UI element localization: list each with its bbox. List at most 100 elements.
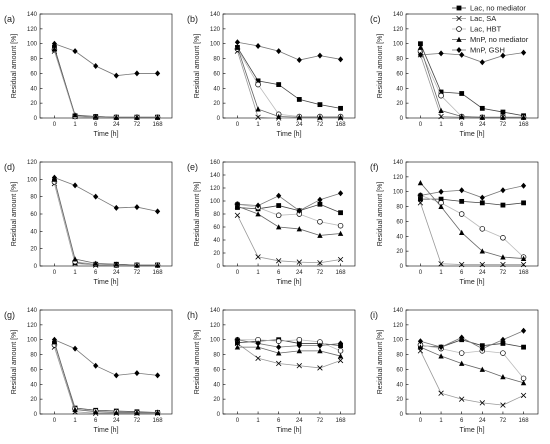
panel-c: 0 20 40 60 80 100 120 140 0 1 6 24 72 168 Time [h] Resi… [370,12,539,138]
x-tick-label: 6 [94,418,98,424]
series-lac-sa-marker [500,261,506,268]
series-lac-sa-marker [317,365,323,371]
series-mnp-gsh-marker [438,344,444,351]
series-mnp-gsh-marker [255,340,261,347]
series-lac-no-mediator-marker [438,89,444,95]
plot-frame [405,13,539,119]
x-axis-label: Time [h] [93,427,118,434]
series-mnp-gsh-marker [154,70,161,77]
series-mnp-gsh [51,174,161,215]
series-mnp-no-mediator-marker [154,114,161,120]
y-tick-label: 20 [213,101,220,107]
series-mnp-no-mediator-marker [51,46,58,52]
x-tick-label: 0 [236,418,240,424]
y-axis-label: Residual amount [%] [11,34,18,99]
x-tick-label: 1 [439,418,443,424]
x-axis-label: Time [h] [93,279,118,286]
panel-d: 0 20 40 60 80 100 120 0 1 6 24 72 168 Time [h] Residua… [4,160,173,286]
series-lac-sa-marker [337,256,344,263]
series-lac-no-mediator-marker [255,78,261,84]
y-tick-label: 60 [396,219,403,225]
series-lac-no-mediator-marker [418,41,423,47]
plot-frame [405,309,539,415]
series-lac-hbt-marker [500,235,506,241]
series-mnp-no-mediator-marker [296,348,303,354]
y-tick-label: 100 [210,199,221,205]
x-tick-label: 72 [500,270,507,276]
series-mnp-gsh-line [237,41,341,61]
y-tick-label: 80 [396,353,403,359]
series-lac-sa-marker [276,258,282,264]
y-tick-label: 20 [30,397,37,403]
series-mnp-gsh-marker [72,182,78,189]
series-mnp-gsh-marker [417,51,424,58]
series-mnp-no-mediator-marker [234,344,241,350]
series-mnp-no-mediator [51,176,161,268]
series-mnp-gsh-marker [234,201,241,208]
plot-frame [222,161,356,267]
series-mnp-no-mediator-marker [479,114,486,120]
series-mnp-gsh-marker [276,48,282,55]
series-lac-sa [234,340,344,371]
y-tick-label: 20 [213,251,220,257]
series-lac-no-mediator [235,201,343,216]
panel-label: (i) [370,310,378,320]
legend-lac-hbt: Lac, HBT [452,25,502,34]
series-mnp-gsh-marker [459,51,465,58]
panel-label: (h) [187,310,198,320]
y-tick-label: 100 [27,338,38,344]
plot-frame [222,309,356,415]
panel-label: (f) [370,162,379,172]
x-axis-label: Time [h] [93,131,118,138]
series-mnp-gsh [417,49,527,66]
series-mnp-gsh-marker [317,342,323,349]
series-mnp-no-mediator [234,203,344,238]
x-tick-label: 72 [134,418,141,424]
series-mnp-no-mediator [417,44,527,120]
y-tick-label: 40 [396,234,403,240]
y-tick-label: 0 [400,412,404,418]
series-lac-hbt-line [237,203,341,227]
x-tick-label: 72 [317,418,324,424]
series-lac-hbt [234,46,344,120]
panel-g: 0 20 40 60 80 100 120 140 0 1 6 24 72 168 Time [h] Resi… [4,308,173,434]
series-lac-hbt-marker [275,212,282,219]
y-tick-label: 120 [393,323,404,329]
series-lac-no-mediator-marker [521,344,526,350]
series-mnp-no-mediator-marker [113,409,120,415]
series-mnp-gsh-marker [438,188,444,195]
x-tick-label: 1 [73,122,77,128]
y-tick-label: 80 [30,353,37,359]
y-tick-label: 80 [396,205,403,211]
x-tick-label: 24 [479,270,486,276]
y-tick-label: 80 [213,57,220,63]
y-tick-label: 100 [27,177,38,183]
series-lac-hbt-marker [337,222,344,229]
series-lac-no-mediator-marker [479,200,485,206]
series-lac-no-mediator-marker [276,203,282,208]
y-tick-label: 140 [210,173,221,179]
series-lac-hbt-line [54,344,158,413]
legend-lac-sa-marker [456,15,462,22]
y-tick-label: 140 [393,160,404,166]
series-mnp-no-mediator-line [54,48,158,118]
series-mnp-gsh-marker [93,63,99,69]
series-lac-hbt-line [420,344,524,379]
series-lac-hbt-marker [317,219,323,225]
series-lac-hbt-marker [438,92,444,99]
series-mnp-no-mediator-line [420,346,524,384]
x-tick-label: 6 [94,270,98,276]
series-mnp-no-mediator-marker [113,114,120,120]
y-tick-label: 0 [217,116,221,122]
series-lac-no-mediator-marker [418,196,423,202]
y-tick-label: 20 [213,397,220,403]
series-lac-no-mediator [52,45,160,120]
series-lac-hbt-marker [479,226,486,232]
legend-mnp-no-mediator: MnP, no mediator [452,35,529,44]
x-tick-label: 168 [336,418,347,424]
series-mnp-no-mediator-marker [154,262,161,268]
series-lac-sa-marker [417,200,424,206]
series-mnp-no-mediator-marker [275,224,282,230]
series-lac-no-mediator [52,341,160,415]
